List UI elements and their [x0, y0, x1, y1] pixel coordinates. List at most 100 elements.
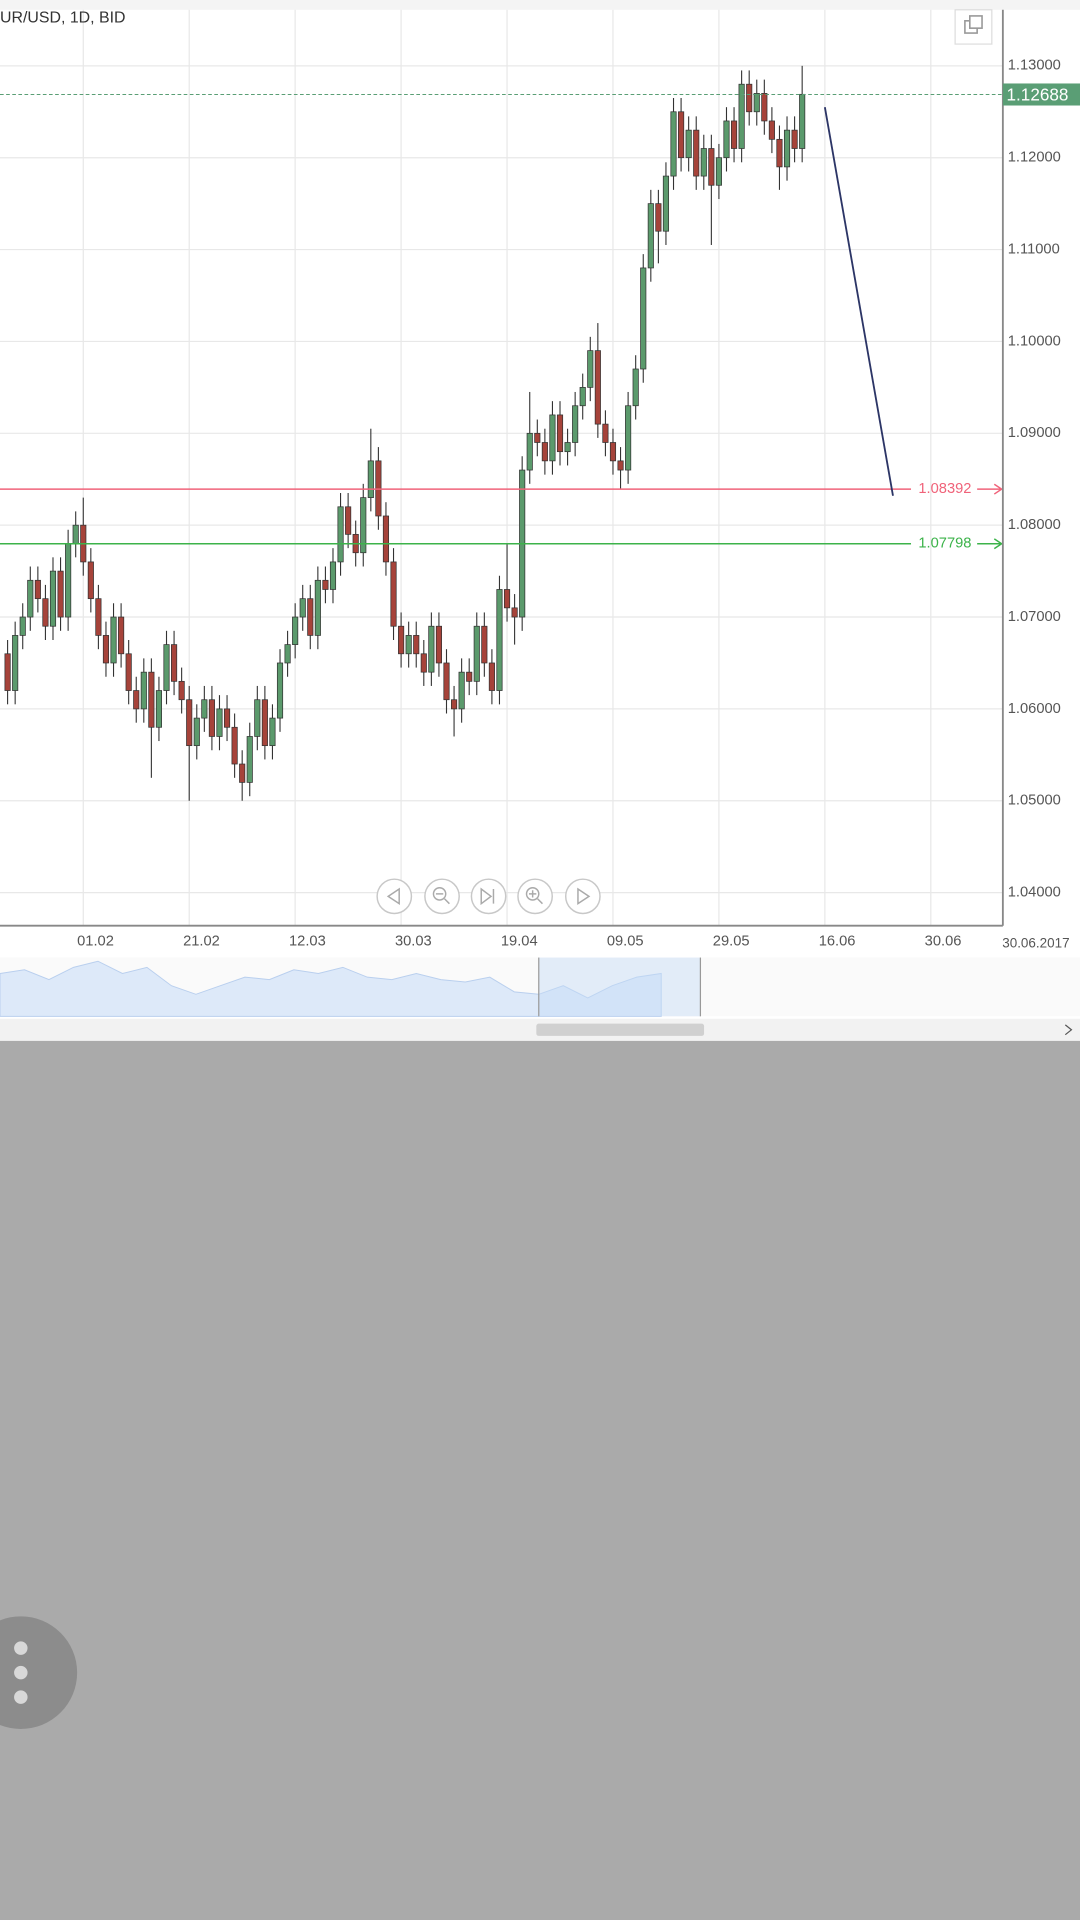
candle-body: [133, 690, 140, 710]
navigator-area: [0, 960, 662, 1017]
candle-body: [299, 598, 306, 618]
candle-body: [110, 616, 117, 664]
icon: [537, 898, 543, 905]
icon: [525, 887, 540, 901]
candle-body: [269, 717, 276, 747]
candle-body: [95, 598, 102, 636]
candle-body: [640, 267, 647, 370]
candle-body: [564, 442, 571, 453]
y-tick-label: 1.12000: [1008, 150, 1061, 166]
y-tick-label: 1.06000: [1008, 701, 1061, 717]
plot: 1.08392 1.07798: [0, 65, 1003, 801]
expand-button[interactable]: [954, 9, 993, 45]
candle-body: [148, 671, 155, 728]
zoom-in-button[interactable]: [517, 878, 553, 915]
candle-body: [155, 690, 162, 728]
candle-body: [171, 644, 178, 682]
icon: [386, 887, 400, 906]
icon: [443, 898, 450, 905]
candle-body: [609, 442, 617, 462]
candle-body: [345, 506, 352, 535]
scroll-right-button[interactable]: [564, 878, 601, 915]
candle-body: [254, 699, 261, 737]
candle-body: [420, 653, 427, 673]
candle-body: [276, 662, 284, 719]
candle-body: [19, 616, 26, 636]
top-strip: [0, 0, 1080, 10]
chart-background: [0, 0, 1080, 1041]
candle-body: [398, 625, 405, 655]
candle-body: [375, 460, 382, 517]
candle-body: [466, 671, 473, 682]
candle-body: [390, 561, 397, 627]
candle-body: [284, 644, 291, 664]
candle-body: [382, 515, 390, 563]
candle-body: [526, 432, 533, 471]
candle-body: [799, 93, 806, 149]
y-tick-label: 1.08000: [1008, 517, 1061, 533]
zoom-out-button[interactable]: [424, 878, 460, 915]
candle-body: [572, 405, 579, 443]
candle-body: [443, 662, 450, 701]
y-tick-label: 1.13000: [1008, 58, 1061, 74]
menu-button[interactable]: [0, 1616, 78, 1729]
scrollbar-thumb[interactable]: [536, 1023, 705, 1036]
grid: [0, 9, 1003, 926]
candle-body: [322, 579, 329, 590]
menu-dot: [14, 1690, 28, 1704]
candle-body: [231, 726, 238, 765]
candle-body: [662, 175, 670, 232]
candle-body: [360, 497, 367, 554]
candle-body: [208, 699, 215, 737]
candle-body: [428, 625, 435, 673]
candle-body: [118, 616, 125, 655]
candle-body: [693, 129, 700, 177]
x-tick-label: 21.02: [183, 934, 220, 950]
candle-body: [201, 699, 208, 719]
icon: [528, 890, 537, 898]
candle-body: [556, 414, 564, 453]
candle-body: [761, 93, 768, 122]
y-tick-label: 1.10000: [1008, 333, 1061, 349]
icon: [577, 887, 591, 906]
candle-body: [549, 414, 556, 462]
date-label: 30.06.2017: [1002, 936, 1069, 951]
level-arrow-head: [993, 538, 1003, 550]
expand-icon: [969, 15, 983, 29]
candle-body: [473, 625, 480, 682]
menu-dot: [14, 1665, 28, 1680]
candle-body: [670, 111, 677, 177]
scroll-arrow[interactable]: [1064, 1024, 1073, 1036]
candle-body: [72, 524, 79, 544]
candle-body: [307, 598, 314, 636]
candle-body: [791, 129, 798, 149]
chart-title: UR/USD, 1D, BID: [0, 10, 126, 27]
candle-body: [65, 543, 72, 618]
candle-body: [329, 561, 337, 590]
candle-body: [655, 203, 662, 232]
candle-body: [163, 644, 170, 691]
candle-body: [314, 579, 321, 636]
reset-button[interactable]: [470, 878, 507, 915]
candle-body: [12, 635, 19, 691]
candle-body: [451, 699, 458, 710]
candle-body: [102, 635, 110, 664]
candle-body: [34, 579, 41, 600]
candle-body: [125, 653, 132, 691]
candle-body: [632, 368, 639, 407]
scroll-left-button[interactable]: [376, 878, 413, 915]
candle-body: [723, 120, 730, 159]
candle-body: [337, 506, 344, 563]
trend-line: [823, 107, 894, 496]
candle-body: [753, 93, 760, 113]
navigator-window[interactable]: [538, 957, 701, 1017]
y-tick-label: 1.09000: [1008, 425, 1061, 441]
candle-body: [678, 111, 685, 159]
candle-body: [435, 625, 442, 664]
candle-body: [783, 129, 791, 168]
x-tick-label: 01.02: [77, 934, 114, 950]
x-tick-label: 30.06: [925, 934, 962, 950]
x-tick-label: 16.06: [819, 934, 856, 950]
y-tick-label: 1.07000: [1008, 609, 1061, 625]
